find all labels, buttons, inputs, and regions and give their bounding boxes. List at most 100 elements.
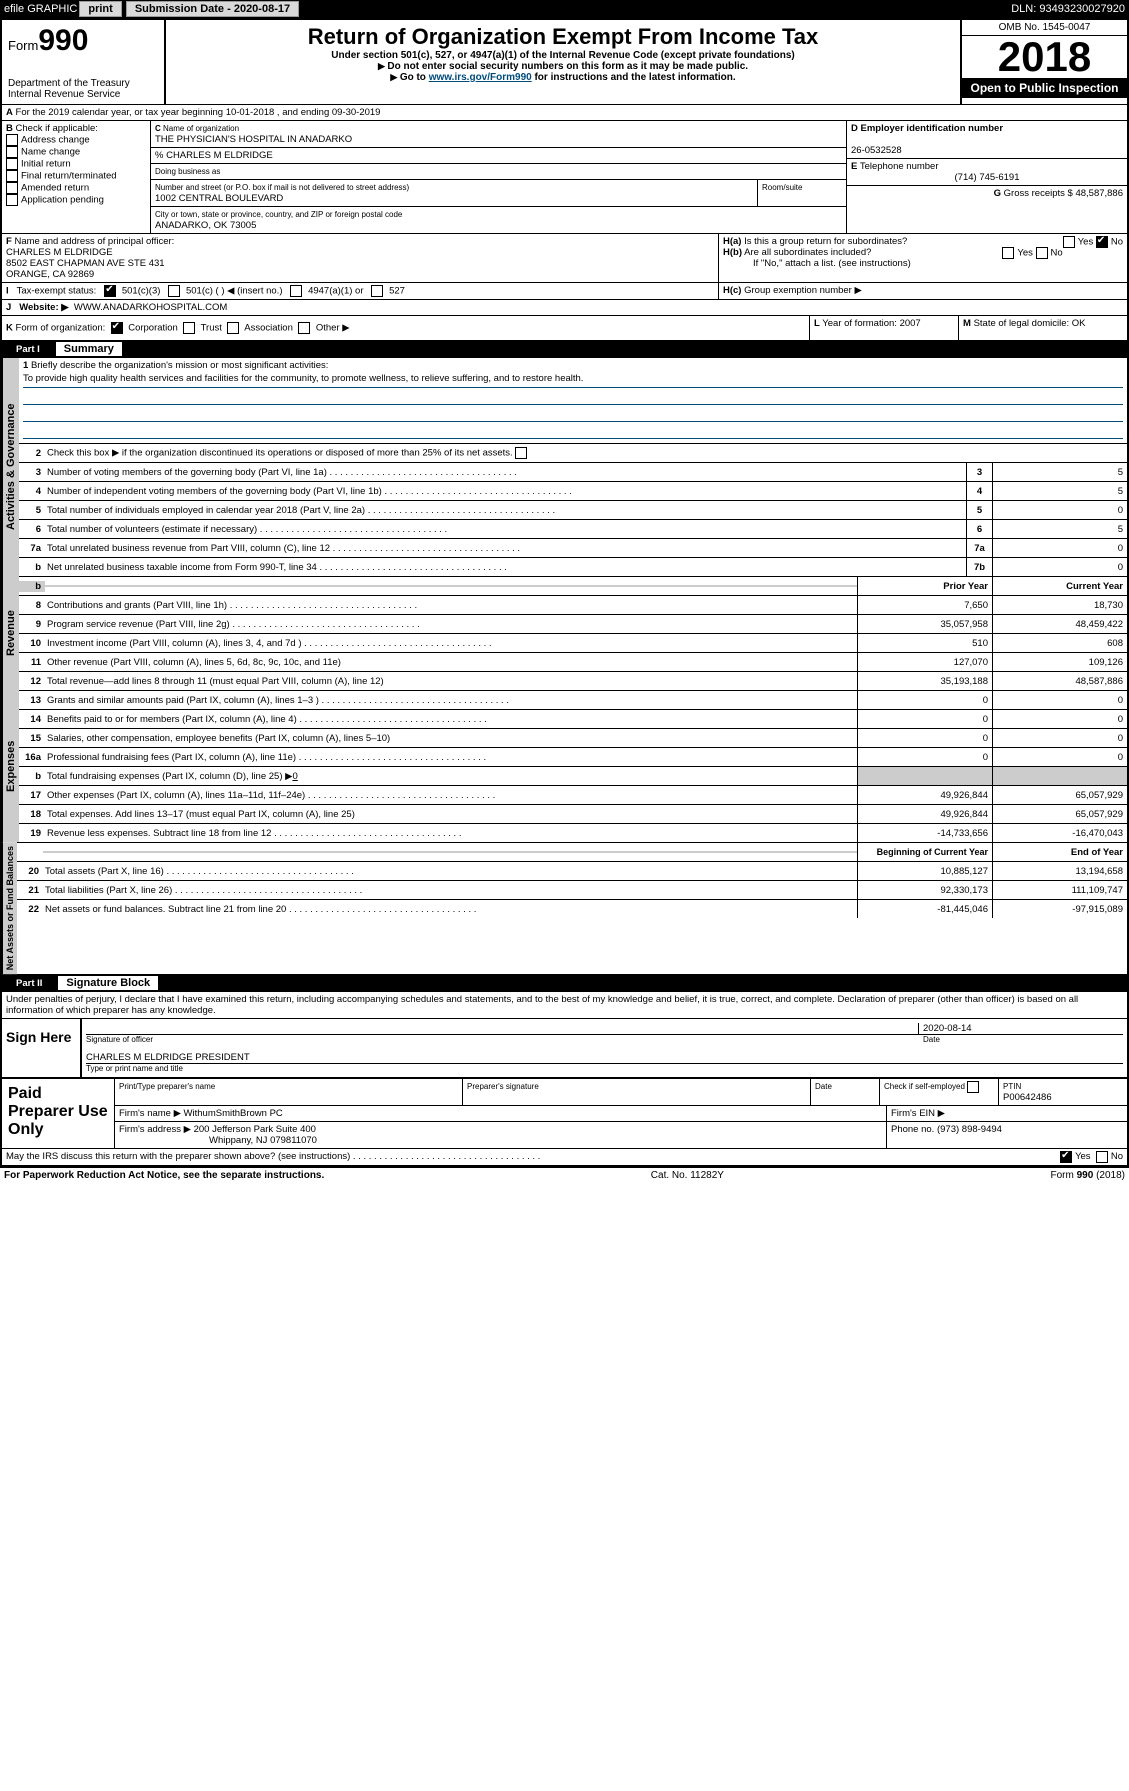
- tab-net-assets: Net Assets or Fund Balances: [2, 842, 17, 974]
- b-label: Check if applicable:: [16, 123, 98, 134]
- subtitle-1: Under section 501(c), 527, or 4947(a)(1)…: [170, 50, 956, 61]
- chk-4947[interactable]: [290, 285, 302, 297]
- v16b: 0: [292, 771, 297, 782]
- tab-expenses: Expenses: [2, 690, 19, 842]
- chk-trust[interactable]: [183, 322, 195, 334]
- discuss-row: May the IRS discuss this return with the…: [2, 1148, 1127, 1165]
- room-label: Room/suite: [762, 183, 802, 192]
- cat-no: Cat. No. 11282Y: [651, 1170, 724, 1181]
- website: WWW.ANADARKOHOSPITAL.COM: [74, 302, 227, 313]
- officer-typed: CHARLES M ELDRIDGE PRESIDENT: [86, 1052, 1123, 1064]
- chk-name-change[interactable]: [6, 146, 18, 158]
- chk-app-pending[interactable]: [6, 194, 18, 206]
- hb-yes[interactable]: [1002, 247, 1014, 259]
- form-title: Return of Organization Exempt From Incom…: [170, 24, 956, 50]
- mission: To provide high quality health services …: [23, 373, 1123, 388]
- efile-topbar: efile GRAPHIC print Submission Date - 20…: [0, 0, 1129, 18]
- activities-governance: Activities & Governance 1 Briefly descri…: [2, 358, 1127, 576]
- officer-name: CHARLES M ELDRIDGE: [6, 247, 113, 258]
- net-assets-section: Net Assets or Fund Balances Beginning of…: [2, 842, 1127, 974]
- submission-date: Submission Date - 2020-08-17: [126, 1, 299, 17]
- perjury-declaration: Under penalties of perjury, I declare th…: [2, 992, 1127, 1018]
- phone: (714) 745-6191: [851, 172, 1123, 183]
- irs-link[interactable]: www.irs.gov/Form990: [429, 72, 532, 83]
- chk-final-return[interactable]: [6, 170, 18, 182]
- dln: DLN: 93493230027920: [1011, 3, 1125, 15]
- hb-no[interactable]: [1036, 247, 1048, 259]
- discuss-no[interactable]: [1096, 1151, 1108, 1163]
- section-b-to-g: B Check if applicable: Address change Na…: [2, 120, 1127, 233]
- firm-addr1: 200 Jefferson Park Suite 400: [194, 1124, 316, 1135]
- print-button[interactable]: print: [79, 1, 121, 17]
- discuss-yes[interactable]: [1060, 1151, 1072, 1163]
- page-footer: For Paperwork Reduction Act Notice, see …: [0, 1167, 1129, 1183]
- ptin: P00642486: [1003, 1092, 1052, 1103]
- street-address: 1002 CENTRAL BOULEVARD: [155, 193, 283, 204]
- year-formation: 2007: [900, 318, 921, 329]
- sign-here-label: Sign Here: [2, 1019, 80, 1077]
- firm-phone: (973) 898-9494: [937, 1124, 1002, 1135]
- l1: Briefly describe the organization's miss…: [31, 360, 329, 371]
- sign-here-block: Sign Here 2020-08-14 Signature of office…: [2, 1018, 1127, 1077]
- v3: 5: [992, 463, 1127, 481]
- v7b: 0: [992, 558, 1127, 576]
- v7a: 0: [992, 539, 1127, 557]
- efile-label: efile GRAPHIC: [4, 3, 77, 15]
- firm-name: WithumSmithBrown PC: [184, 1108, 283, 1119]
- hdr-prior: Prior Year: [857, 577, 992, 595]
- subtitle-2: Do not enter social security numbers on …: [170, 61, 956, 72]
- revenue-section: Revenue bPrior YearCurrent Year 8Contrib…: [2, 576, 1127, 690]
- chk-discontinued[interactable]: [515, 447, 527, 459]
- state-domicile: OK: [1072, 318, 1086, 329]
- chk-self-employed[interactable]: [967, 1081, 979, 1093]
- chk-initial-return[interactable]: [6, 158, 18, 170]
- hdr-end: End of Year: [992, 843, 1127, 861]
- tab-revenue: Revenue: [2, 576, 19, 690]
- dept-treasury: Department of the Treasury Internal Reve…: [8, 58, 158, 100]
- line-i-hc: I Tax-exempt status: 501(c)(3) 501(c) ( …: [2, 282, 1127, 299]
- paid-preparer-label: Paid Preparer Use Only: [2, 1079, 114, 1148]
- care-of: % CHARLES M ELDRIDGE: [155, 150, 273, 161]
- tab-activities: Activities & Governance: [2, 358, 19, 576]
- form-number: Form990: [8, 24, 158, 58]
- chk-501c3[interactable]: [104, 285, 116, 297]
- ha-yes[interactable]: [1063, 236, 1075, 248]
- open-public: Open to Public Inspection: [962, 78, 1127, 98]
- v5: 0: [992, 501, 1127, 519]
- hdr-current: Current Year: [992, 577, 1127, 595]
- org-name: THE PHYSICIAN'S HOSPITAL IN ANADARKO: [155, 134, 352, 145]
- officer-addr: 8502 EAST CHAPMAN AVE STE 431 ORANGE, CA…: [6, 258, 165, 280]
- firm-ein-label: Firm's EIN ▶: [891, 1108, 945, 1119]
- line-k-l-m: K Form of organization: Corporation Trus…: [2, 315, 1127, 340]
- subtitle-3: Go to www.irs.gov/Form990 for instructio…: [170, 72, 956, 83]
- section-f-h: F Name and address of principal officer:…: [2, 233, 1127, 282]
- paid-preparer-block: Paid Preparer Use Only Print/Type prepar…: [2, 1077, 1127, 1148]
- tax-year: 2018: [962, 36, 1127, 78]
- chk-other[interactable]: [298, 322, 310, 334]
- v4: 5: [992, 482, 1127, 500]
- dba-label: Doing business as: [155, 167, 220, 176]
- form-header: Form990 Department of the Treasury Inter…: [2, 20, 1127, 104]
- v6: 5: [992, 520, 1127, 538]
- pra-notice: For Paperwork Reduction Act Notice, see …: [4, 1170, 324, 1181]
- sig-date: 2020-08-14: [918, 1023, 1123, 1035]
- firm-addr2: Whippany, NJ 079811070: [119, 1135, 317, 1146]
- gross-receipts: 48,587,886: [1075, 188, 1123, 199]
- part1-bar: Part ISummary: [2, 340, 1127, 358]
- form-ref: Form 990 (2018): [1051, 1170, 1125, 1181]
- hdr-beginning: Beginning of Current Year: [857, 843, 992, 861]
- chk-501c[interactable]: [168, 285, 180, 297]
- chk-527[interactable]: [371, 285, 383, 297]
- part2-bar: Part IISignature Block: [2, 974, 1127, 992]
- line-a: A For the 2019 calendar year, or tax yea…: [2, 104, 1127, 120]
- chk-amended[interactable]: [6, 182, 18, 194]
- form-frame: Form990 Department of the Treasury Inter…: [0, 18, 1129, 1167]
- expenses-section: Expenses 13Grants and similar amounts pa…: [2, 690, 1127, 842]
- chk-corp[interactable]: [111, 322, 123, 334]
- ein: 26-0532528: [851, 145, 902, 156]
- city-state-zip: ANADARKO, OK 73005: [155, 220, 256, 231]
- line-j: J Website: ▶ WWW.ANADARKOHOSPITAL.COM: [2, 299, 1127, 315]
- ha-no[interactable]: [1096, 236, 1108, 248]
- chk-address-change[interactable]: [6, 134, 18, 146]
- chk-assoc[interactable]: [227, 322, 239, 334]
